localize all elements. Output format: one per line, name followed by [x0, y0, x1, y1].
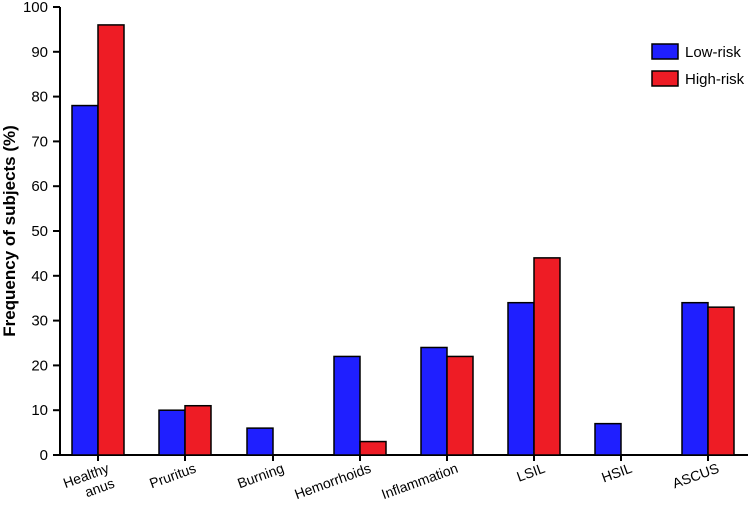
bar-high-risk-hemorrhoids — [359, 440, 387, 456]
y-tick-label-70: 70 — [31, 133, 48, 150]
legend-label-low-risk: Low-risk — [685, 44, 741, 61]
y-tick-label-50: 50 — [31, 223, 48, 240]
bar-high-risk-ascus — [707, 306, 735, 456]
bar-high-risk-inflammation — [446, 355, 474, 456]
category-label-line: Pruritus — [147, 460, 198, 492]
y-axis-title: Frequency of subjects (%) — [0, 125, 19, 337]
category-label-ascus: ASCUS — [670, 460, 721, 492]
y-tick-label-30: 30 — [31, 313, 48, 330]
category-label-inflammation: Inflammation — [379, 460, 460, 502]
category-label-healthy-anus: Healthyanus — [61, 460, 117, 506]
x-axis — [59, 454, 748, 461]
y-tick-label-40: 40 — [31, 268, 48, 285]
category-label-line: Burning — [235, 460, 286, 492]
bar-low-risk-burning — [246, 427, 274, 456]
bars — [71, 24, 735, 456]
y-tick-label-10: 10 — [31, 402, 48, 419]
y-tick-label-90: 90 — [31, 44, 48, 61]
legend-item-low-risk: Low-risk — [651, 43, 741, 61]
category-labels: Healthyanus Pruritus Burning Hemorrhoids Inf… — [61, 460, 721, 506]
category-label-hsil: HSIL — [599, 460, 634, 486]
legend-swatch-high-risk — [651, 70, 679, 87]
bar-low-risk-inflammation — [420, 346, 448, 456]
y-axis: 0 10 20 30 40 50 60 70 80 90 100 — [23, 0, 61, 464]
legend-item-high-risk: High-risk — [651, 70, 745, 88]
legend-label-high-risk: High-risk — [685, 71, 745, 88]
bar-high-risk-pruritus — [184, 404, 212, 456]
bar-low-risk-healthy-anus — [71, 104, 99, 456]
bar-high-risk-healthy-anus — [97, 24, 125, 456]
category-label-line: ASCUS — [670, 460, 721, 492]
y-tick-label-60: 60 — [31, 178, 48, 195]
bar-low-risk-lsil — [507, 301, 535, 456]
category-label-hemorrhoids: Hemorrhoids — [292, 460, 373, 502]
legend: Low-risk High-risk — [651, 43, 745, 88]
bar-high-risk-lsil — [533, 257, 561, 456]
y-tick-label-20: 20 — [31, 357, 48, 374]
bar-low-risk-hsil — [594, 422, 622, 456]
category-label-lsil: LSIL — [514, 460, 547, 485]
y-tick-label-80: 80 — [31, 89, 48, 106]
bar-low-risk-hemorrhoids — [333, 355, 361, 456]
y-tick-label-100: 100 — [23, 0, 48, 16]
y-tick-label-0: 0 — [40, 447, 48, 464]
legend-swatch-low-risk — [651, 43, 679, 60]
category-label-line: LSIL — [514, 460, 547, 485]
bar-low-risk-ascus — [681, 301, 709, 456]
category-label-burning: Burning — [235, 460, 286, 492]
category-label-line: Inflammation — [379, 460, 460, 502]
category-label-line: HSIL — [599, 460, 634, 486]
bar-low-risk-pruritus — [158, 409, 186, 456]
category-label-line: Hemorrhoids — [292, 460, 373, 502]
category-label-pruritus: Pruritus — [147, 460, 198, 492]
